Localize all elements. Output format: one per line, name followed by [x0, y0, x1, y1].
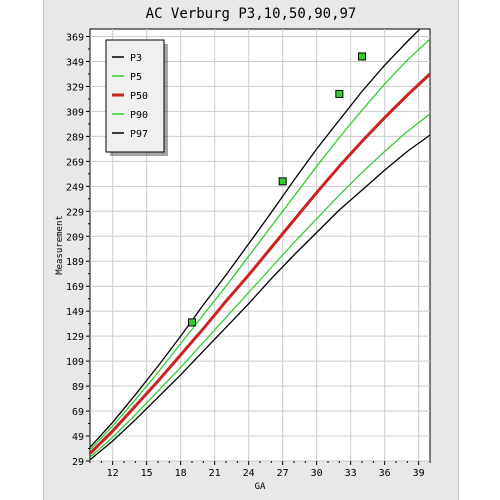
- data-point: [335, 89, 344, 98]
- y-tick-label: 29: [72, 457, 84, 468]
- legend-label: P50: [130, 91, 148, 102]
- legend-label: P97: [130, 129, 148, 140]
- y-tick-label: 69: [72, 407, 84, 418]
- x-tick-label: 30: [311, 468, 323, 479]
- data-point: [188, 318, 196, 327]
- data-point: [358, 52, 366, 61]
- series-line-p3: [90, 134, 430, 461]
- series-line-p50: [90, 72, 430, 455]
- y-tick-label: 109: [66, 357, 84, 368]
- x-axis-ticks: 12 15 18 21 24 27 30 33 36 39: [89, 461, 431, 479]
- y-tick-label: 309: [66, 107, 84, 118]
- series-line-p97: [90, 29, 421, 448]
- legend-items: P3 P5 P50 P90 P97: [112, 53, 148, 140]
- x-tick-label: 15: [141, 468, 153, 479]
- y-tick-label: 89: [72, 382, 84, 393]
- y-tick-label: 169: [66, 282, 84, 293]
- y-axis-ticks: 29 49 69 89 109 129 149 169 189 209 229 249 269 289 30…: [66, 32, 90, 468]
- y-tick-label: 369: [66, 32, 84, 43]
- data-point: [278, 177, 287, 186]
- legend: P3 P5 P50 P90 P97: [105, 39, 168, 156]
- y-tick-label: 49: [72, 432, 84, 443]
- y-tick-label: 269: [66, 157, 84, 168]
- y-tick-label: 129: [66, 332, 84, 343]
- y-tick-label: 249: [66, 182, 84, 193]
- y-tick-label: 149: [66, 307, 84, 318]
- legend-label: P3: [130, 53, 142, 64]
- y-tick-label: 229: [66, 207, 84, 218]
- x-tick-label: 39: [413, 468, 425, 479]
- y-tick-label: 189: [66, 257, 84, 268]
- series-line-p5: [90, 113, 430, 458]
- x-tick-label: 18: [175, 468, 187, 479]
- y-tick-label: 289: [66, 132, 84, 143]
- series-lines: [90, 29, 430, 461]
- y-axis-label: Measurement: [55, 215, 65, 275]
- x-axis-label: GA: [255, 482, 266, 492]
- series-line-p90: [90, 38, 430, 451]
- chart-title: AC Verburg P3,10,50,90,97: [146, 6, 357, 22]
- x-tick-label: 12: [107, 468, 119, 479]
- x-tick-label: 36: [379, 468, 391, 479]
- x-tick-label: 27: [277, 468, 289, 479]
- y-tick-label: 329: [66, 82, 84, 93]
- x-tick-label: 21: [209, 468, 221, 479]
- legend-label: P90: [130, 110, 148, 121]
- y-tick-label: 209: [66, 232, 84, 243]
- legend-label: P5: [130, 72, 142, 83]
- y-tick-label: 349: [66, 57, 84, 68]
- x-tick-label: 24: [243, 468, 255, 479]
- x-tick-label: 33: [345, 468, 357, 479]
- measurement-points: [188, 52, 366, 327]
